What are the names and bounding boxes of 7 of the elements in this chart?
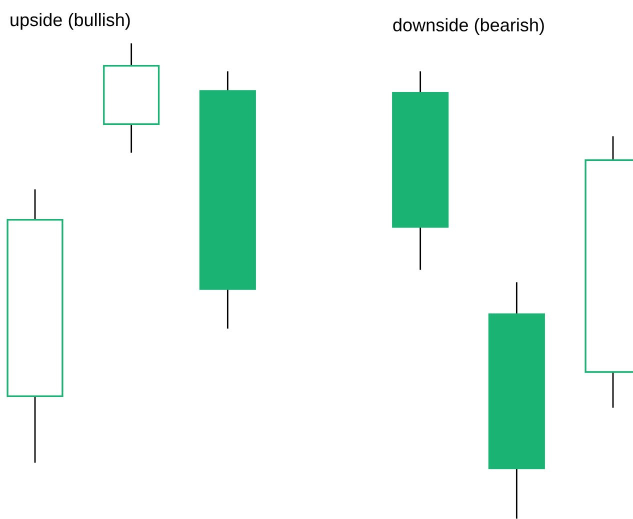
text: upside (bullish) [10, 12, 130, 30]
text: downside (bearish) [393, 18, 544, 35]
candlestick [6, 189, 64, 463]
candlestick [488, 282, 545, 519]
candlestick [199, 71, 256, 329]
candlestick [392, 71, 449, 270]
candlestick [103, 43, 160, 153]
